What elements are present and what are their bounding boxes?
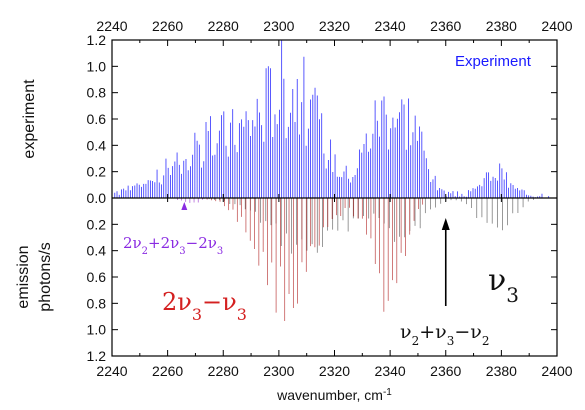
- y-axis-label-lower-1: emission: [15, 245, 32, 308]
- x-tick-label-bottom-4: 2320: [319, 363, 350, 379]
- x-tick-label-bottom-8: 2400: [541, 363, 572, 379]
- x-tick-label-bottom-1: 2260: [152, 363, 183, 379]
- y-tick-label-upper-2: 0.4: [87, 137, 107, 153]
- x-tick-label-top-2: 2280: [208, 18, 239, 34]
- y-tick-label-upper-3: 0.6: [87, 111, 107, 127]
- series-3: [177, 198, 207, 203]
- x-tick-label-top-3: 2300: [263, 18, 294, 34]
- x-tick-label-bottom-3: 2300: [263, 363, 294, 379]
- y-tick-label-upper-5: 1.0: [87, 58, 107, 74]
- x-axis-label: wavenumber, cm-1: [276, 387, 392, 404]
- y-tick-label-upper-1: 0.2: [87, 164, 107, 180]
- y-tick-label-lower-2: 0.6: [87, 269, 107, 285]
- y-tick-label-lower-0: 0.2: [87, 216, 107, 232]
- x-tick-label-top-4: 2320: [319, 18, 350, 34]
- x-tick-label-top-8: 2400: [541, 18, 572, 34]
- x-tick-label-bottom-2: 2280: [208, 363, 239, 379]
- series-3-lines: [177, 198, 207, 203]
- x-tick-label-bottom-5: 2340: [375, 363, 406, 379]
- arrow-head: [441, 218, 450, 230]
- annotations-layer: Experiment 2ν2+2ν3−2ν3 2ν3−ν3 ν3 ν2+ν3−ν2: [123, 53, 532, 348]
- label-purple-band: 2ν2+2ν3−2ν3: [123, 234, 223, 257]
- label-hot-band: ν2+ν3−ν2: [400, 321, 489, 348]
- x-tick-label-bottom-0: 2240: [96, 363, 127, 379]
- x-tick-label-top-1: 2260: [152, 18, 183, 34]
- y-axis-label-upper: experiment: [21, 79, 38, 159]
- x-tick-label-top-0: 2240: [96, 18, 127, 34]
- x-tick-label-bottom-6: 2360: [430, 363, 461, 379]
- series-layer: [114, 40, 550, 321]
- x-tick-label-top-7: 2380: [486, 18, 517, 34]
- y-tick-label-upper-0: 0.0: [87, 190, 107, 206]
- legend-experiment: Experiment: [455, 53, 532, 70]
- x-tick-label-top-6: 2360: [430, 18, 461, 34]
- label-v3-band: ν3: [488, 263, 519, 307]
- y-tick-label-upper-6: 1.2: [87, 32, 107, 48]
- y-tick-label-lower-3: 0.8: [87, 295, 107, 311]
- series-0-lines: [114, 40, 550, 198]
- x-tick-label-bottom-7: 2380: [486, 363, 517, 379]
- y-tick-label-lower-5: 1.2: [87, 348, 107, 364]
- y-tick-label-upper-4: 0.8: [87, 85, 107, 101]
- series-0: [114, 40, 550, 198]
- purple-marker: [181, 202, 188, 210]
- y-tick-label-lower-4: 1.0: [87, 322, 107, 338]
- labels-layer: 2240 2240 2260 2260 2280 2280 2300 2300 2320 2320…: [15, 18, 573, 403]
- y-axis-label-lower-2: photons/s: [37, 242, 54, 311]
- label-red-band: 2ν3−ν3: [162, 288, 247, 324]
- axes-layer: [111, 39, 558, 357]
- y-tick-label-lower-1: 0.4: [87, 243, 107, 259]
- x-tick-label-top-5: 2340: [375, 18, 406, 34]
